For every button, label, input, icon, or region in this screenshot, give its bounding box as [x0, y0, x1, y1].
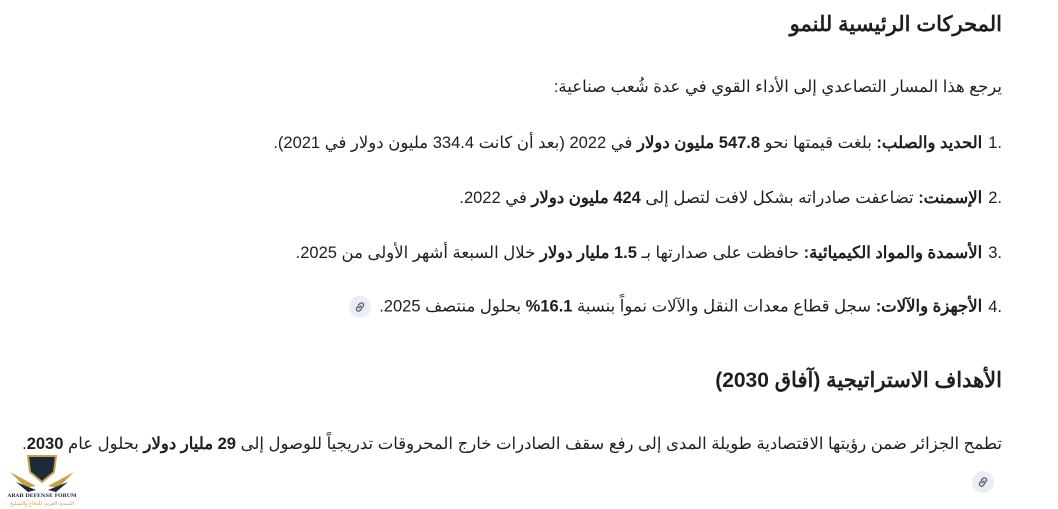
list-number: 4.: [988, 297, 1002, 316]
text: خلال السبعة أشهر الأولى من 2025.: [295, 244, 540, 262]
section-heading-growth-drivers: المحركات الرئيسية للنمو: [789, 13, 1002, 36]
goals-paragraph: تطمح الجزائر ضمن رؤيتها الاقتصادية طويلة…: [12, 426, 1002, 500]
bold-text: 29 مليار دولار: [143, 435, 236, 453]
source-link-button[interactable]: [972, 470, 994, 493]
intro-paragraph: يرجع هذا المسار التصاعدي إلى الأداء القو…: [553, 78, 1002, 96]
text: في 2022 (بعد أن كانت 334.4 مليون دولار ف…: [273, 134, 637, 152]
list-item-text: الحديد والصلب: بلغت قيمتها نحو 547.8 ملي…: [273, 133, 982, 153]
text: .: [22, 435, 27, 453]
svg-text:المنتدى العربي للدفاع والتسليح: المنتدى العربي للدفاع والتسليح: [10, 501, 74, 507]
list-item: 2. الإسمنت: تضاعفت صادراته بشكل لافت لتصل…: [459, 188, 1002, 208]
bold-text: الأسمدة والمواد الكيميائية:: [803, 244, 983, 262]
bold-text: الإسمنت:: [918, 189, 983, 207]
bold-text: الأجهزة والآلات:: [875, 297, 983, 316]
bold-text: الحديد والصلب:: [876, 134, 983, 152]
bold-text: 424 مليون دولار: [531, 189, 641, 207]
list-number: 2.: [988, 188, 1002, 207]
text: تطمح الجزائر ضمن رؤيتها الاقتصادية طويلة…: [235, 435, 1002, 453]
link-icon: [356, 302, 365, 312]
source-link-button[interactable]: [349, 296, 372, 318]
bold-text: 1.5 مليار دولار: [539, 244, 637, 262]
text: تضاعفت صادراته بشكل لافت لتصل إلى: [640, 189, 919, 207]
list-item-text: الأسمدة والمواد الكيميائية: حافظت على صد…: [296, 243, 983, 263]
bold-text: 16.1%: [525, 297, 573, 316]
arab-defense-forum-logo: ARAB DEFENSE FORUM المنتدى العربي للدفاع…: [6, 455, 77, 507]
text: حافظت على صدارتها بـ: [636, 244, 804, 262]
bold-text: 2030: [26, 435, 64, 453]
list-item-text: الأجهزة والآلات: سجل قطاع معدات النقل وا…: [349, 296, 982, 318]
list-number: 3.: [988, 243, 1002, 262]
list-number: 1.: [988, 133, 1002, 152]
text: في 2022.: [459, 189, 532, 207]
section-heading-strategic-goals: الأهداف الاستراتيجية (آفاق 2030): [715, 369, 1002, 392]
list-item: 1. الحديد والصلب: بلغت قيمتها نحو 547.8 م…: [273, 133, 1002, 153]
text: بحلول منتصف 2025.: [379, 297, 526, 316]
text: بحلول عام: [63, 435, 144, 453]
list-item-text: الإسمنت: تضاعفت صادراته بشكل لافت لتصل إ…: [459, 188, 982, 208]
link-icon: [978, 476, 988, 487]
text: سجل قطاع معدات النقل والآلات نمواً بنسبة: [572, 297, 876, 316]
list-item: 4. الأجهزة والآلات: سجل قطاع معدات النقل …: [349, 296, 1002, 318]
list-item: 3. الأسمدة والمواد الكيميائية: حافظت على …: [296, 243, 1002, 263]
bold-text: 547.8 مليون دولار: [636, 134, 761, 152]
text: بلغت قيمتها نحو: [760, 134, 877, 152]
svg-text:ARAB DEFENSE FORUM: ARAB DEFENSE FORUM: [6, 493, 77, 499]
